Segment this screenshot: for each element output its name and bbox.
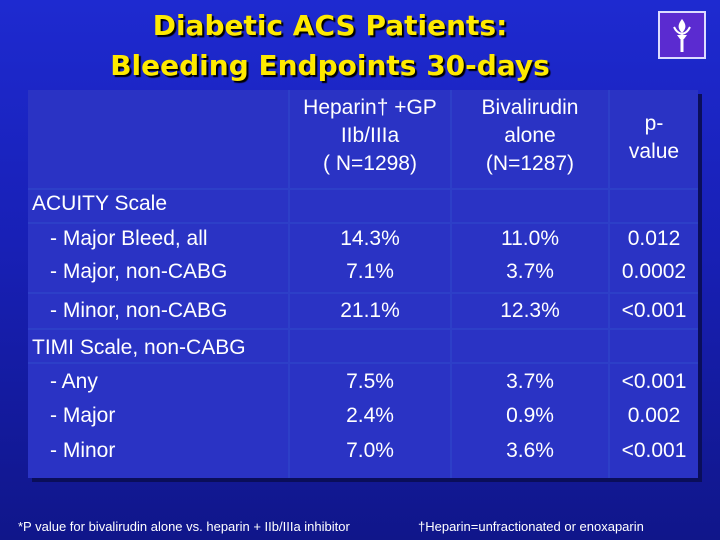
header-heparin-line-1: Heparin† +GP	[303, 96, 437, 119]
cell-bivalirudin: 12.3%	[500, 299, 560, 322]
cell-bivalirudin: 11.0%	[501, 227, 559, 250]
cell-pvalue: 0.0002	[621, 260, 687, 283]
cell-heparin: 7.5%	[346, 370, 394, 393]
cell-pvalue: <0.001	[621, 299, 687, 322]
header-pvalue-line-2: value	[628, 140, 680, 163]
logo	[658, 11, 706, 59]
cell-heparin: 14.3%	[340, 227, 400, 250]
header-bivalirudin-line-2: alone	[504, 124, 556, 147]
cell-bivalirudin: 3.7%	[506, 370, 554, 393]
row-label: - Major, non-CABG	[50, 260, 228, 283]
title-line-1: Diabetic ACS Patients:	[152, 9, 508, 42]
slide-title: Diabetic ACS Patients: Bleeding Endpoint…	[0, 6, 660, 86]
section-label-acuity: ACUITY Scale	[32, 192, 167, 215]
cell-pvalue: 0.002	[627, 404, 681, 427]
torch-icon	[673, 19, 691, 52]
row-label: - Major	[50, 404, 116, 427]
row-label: - Major Bleed, all	[50, 227, 208, 250]
section-label-timi: TIMI Scale, non-CABG	[32, 336, 246, 359]
header-bivalirudin-line-1: Bivalirudin	[481, 96, 579, 119]
footnote-pvalue: *P value for bivalirudin alone vs. hepar…	[18, 519, 350, 534]
header-pvalue-line-1: p-	[644, 112, 664, 135]
cell-bivalirudin: 0.9%	[506, 404, 554, 427]
footnote-heparin: †Heparin=unfractionated or enoxaparin	[418, 519, 644, 534]
cell-bivalirudin: 3.6%	[506, 439, 554, 462]
cell-heparin: 2.4%	[346, 404, 394, 427]
cell-pvalue: <0.001	[621, 370, 687, 393]
cell-heparin: 7.1%	[346, 260, 394, 283]
bleeding-table: Heparin† +GP IIb/IIIa ( N=1298) Bivaliru…	[28, 90, 698, 478]
cell-heparin: 7.0%	[346, 439, 394, 462]
header-bivalirudin-line-3: (N=1287)	[485, 152, 575, 175]
cell-pvalue: <0.001	[621, 439, 687, 462]
cell-heparin: 21.1%	[340, 299, 400, 322]
header-heparin-line-3: ( N=1298)	[323, 152, 417, 175]
cell-bivalirudin: 3.7%	[506, 260, 554, 283]
row-label: - Any	[50, 370, 98, 393]
row-label: - Minor	[50, 439, 116, 462]
header-heparin-line-2: IIb/IIIa	[340, 124, 400, 147]
title-line-2: Bleeding Endpoints 30-days	[110, 49, 550, 82]
cell-pvalue: 0.012	[627, 227, 681, 250]
row-label: - Minor, non-CABG	[50, 299, 228, 322]
